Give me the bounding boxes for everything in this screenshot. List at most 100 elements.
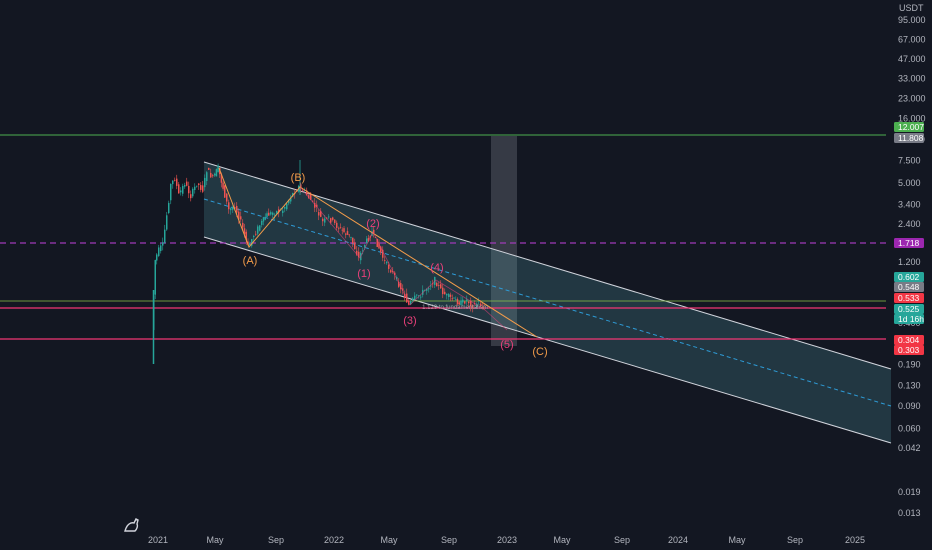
candle-body bbox=[338, 228, 340, 230]
candle-body bbox=[168, 202, 170, 214]
x-tick-label: Sep bbox=[614, 535, 630, 545]
tradingview-logo-icon[interactable] bbox=[123, 514, 143, 534]
x-tick-label: May bbox=[206, 535, 224, 545]
candle-body bbox=[430, 285, 432, 287]
candle-body bbox=[158, 247, 160, 256]
y-tick-label: 0.090 bbox=[898, 401, 921, 411]
wave-label-a: (A) bbox=[243, 255, 258, 267]
candle-body bbox=[210, 172, 212, 178]
candle-body bbox=[255, 233, 257, 235]
price-badge: 0.303 bbox=[894, 345, 924, 355]
candle-body bbox=[302, 190, 304, 192]
candle-body bbox=[382, 249, 384, 258]
candle-body bbox=[453, 297, 455, 299]
y-tick-label: 0.060 bbox=[898, 423, 921, 433]
candle-body bbox=[350, 236, 352, 238]
candle-body bbox=[478, 300, 480, 302]
candle-body bbox=[398, 281, 400, 287]
candle-body bbox=[154, 260, 156, 295]
candle-body bbox=[198, 183, 200, 185]
wave-label-3: (3) bbox=[403, 315, 416, 327]
candle-body bbox=[402, 288, 404, 291]
candle-body bbox=[156, 254, 158, 261]
candle-body bbox=[253, 235, 255, 238]
svg-text:12.007: 12.007 bbox=[898, 122, 924, 132]
candle-body bbox=[446, 293, 448, 296]
candle-body bbox=[259, 225, 261, 231]
price-badge: 0.525 bbox=[894, 304, 924, 314]
candle-body bbox=[352, 237, 354, 244]
candle-body bbox=[290, 197, 292, 202]
price-badge: 1d 16h bbox=[894, 314, 924, 324]
candle-body bbox=[472, 305, 474, 309]
candle-body bbox=[226, 193, 228, 202]
candle-body bbox=[348, 234, 350, 236]
candle-body bbox=[483, 307, 485, 309]
channel-lower-line bbox=[203, 236, 892, 444]
candle-body bbox=[448, 294, 450, 298]
svg-text:0.602: 0.602 bbox=[898, 272, 920, 282]
svg-text:0.548: 0.548 bbox=[898, 282, 920, 292]
candle-body bbox=[272, 212, 274, 215]
y-tick-label: 0.013 bbox=[898, 508, 921, 518]
svg-text:11.808: 11.808 bbox=[898, 133, 924, 143]
y-tick-label: 67.000 bbox=[898, 34, 926, 44]
candle-body bbox=[160, 245, 162, 252]
price-badge: 1.718 bbox=[894, 238, 924, 248]
candle-body bbox=[274, 214, 276, 216]
candle-body bbox=[316, 204, 318, 208]
candle-body bbox=[288, 199, 290, 204]
candle-body bbox=[438, 285, 440, 286]
candle-body bbox=[176, 178, 178, 186]
candle-body bbox=[314, 202, 316, 208]
candle-body bbox=[249, 243, 251, 246]
candle-body bbox=[378, 242, 380, 249]
candle-body bbox=[386, 261, 388, 264]
candle-body bbox=[236, 205, 238, 213]
candle-body bbox=[336, 222, 338, 228]
candle-body bbox=[428, 288, 430, 290]
candle-body bbox=[245, 231, 247, 240]
candle-body bbox=[458, 302, 460, 305]
candle-body bbox=[180, 190, 182, 193]
impulse-wave-path bbox=[299, 186, 508, 331]
candle-body bbox=[468, 301, 470, 304]
price-badge: 0.304 bbox=[894, 335, 924, 345]
candle-body bbox=[362, 250, 364, 252]
candle-body bbox=[320, 211, 322, 217]
time-axis[interactable]: 2021 May Sep 2022 May Sep 2023 May Sep 2024 May Sep… bbox=[148, 535, 865, 545]
y-tick-label: 7.500 bbox=[898, 156, 921, 166]
candle-body bbox=[202, 185, 204, 192]
candle-body bbox=[224, 185, 226, 198]
svg-text:0.304: 0.304 bbox=[898, 335, 920, 345]
candle-body bbox=[296, 191, 298, 192]
svg-text:1d 16h: 1d 16h bbox=[898, 314, 924, 324]
svg-text:1.718: 1.718 bbox=[898, 238, 920, 248]
candle-body bbox=[330, 218, 332, 223]
candle-body bbox=[190, 194, 192, 199]
candle-body bbox=[232, 207, 234, 210]
candle-body bbox=[264, 217, 266, 220]
candle-body bbox=[354, 242, 356, 250]
candle-body bbox=[276, 210, 278, 214]
candle-body bbox=[257, 226, 259, 234]
candle-body bbox=[416, 294, 418, 296]
candle-body bbox=[470, 300, 472, 307]
candle-body bbox=[243, 228, 246, 235]
candle-body bbox=[364, 244, 366, 248]
candle-body bbox=[282, 210, 284, 214]
price-badge: 0.602 bbox=[894, 272, 924, 282]
candle-body bbox=[332, 217, 334, 220]
candle-body bbox=[170, 183, 172, 201]
candle-body bbox=[460, 300, 462, 306]
x-tick-label: 2021 bbox=[148, 535, 168, 545]
x-tick-label: May bbox=[553, 535, 571, 545]
candle-body bbox=[234, 207, 236, 209]
candle-body bbox=[343, 228, 345, 232]
y-tick-label: 23.000 bbox=[898, 94, 926, 104]
candle-body bbox=[214, 173, 216, 176]
wave-label-5: (5) bbox=[500, 339, 513, 351]
x-tick-label: Sep bbox=[268, 535, 284, 545]
candle-body bbox=[194, 186, 196, 190]
